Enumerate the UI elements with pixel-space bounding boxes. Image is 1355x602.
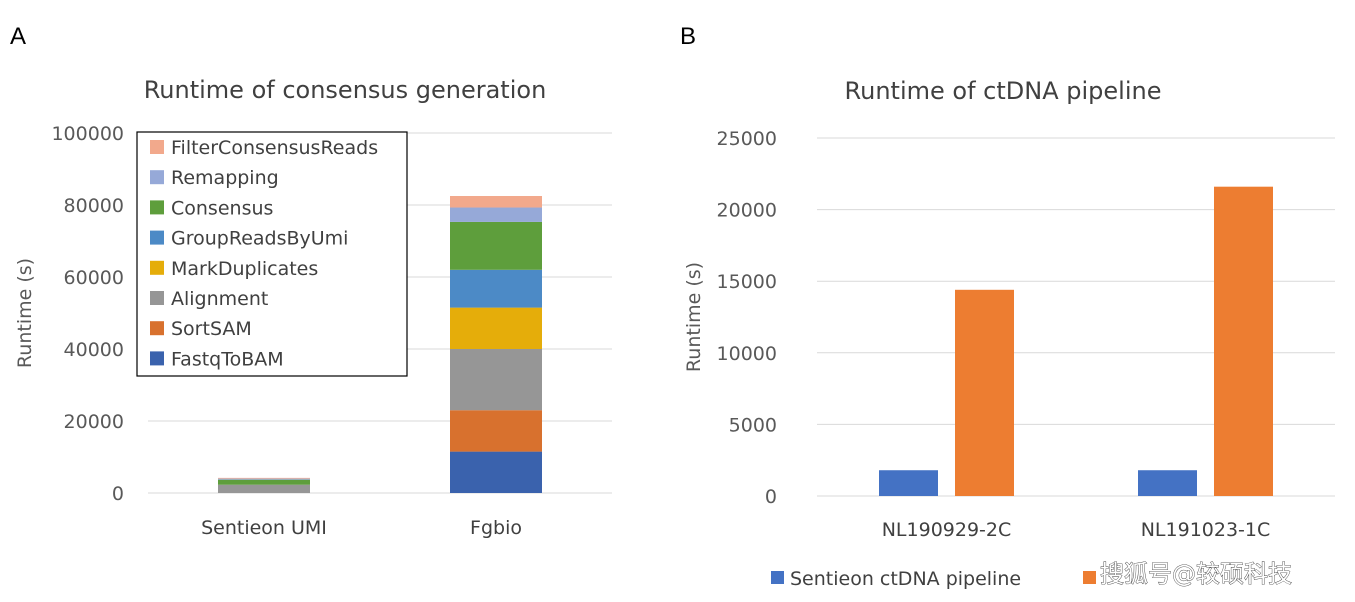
y-tick-label: 25000 — [717, 128, 777, 150]
bar-segment — [450, 221, 542, 270]
bar-segment — [450, 207, 542, 222]
bar — [955, 289, 1014, 496]
bar-segment — [218, 484, 310, 493]
bar-segment — [450, 349, 542, 411]
legend-entry: Alignment — [171, 288, 268, 310]
chart-a: Runtime of consensus generation 0 20000 400… — [14, 76, 612, 539]
x-category-label: NL190929-2C — [882, 519, 1012, 541]
bar-segment — [450, 307, 542, 349]
bar-segment — [218, 478, 310, 480]
legend-entry: GroupReadsByUmi — [171, 228, 348, 250]
chart-a-title: Runtime of consensus generation — [144, 76, 547, 104]
y-tick-label: 15000 — [717, 271, 777, 293]
legend-entry: Sentieon ctDNA pipeline — [790, 568, 1021, 590]
x-category-label: NL191023-1C — [1141, 519, 1271, 541]
y-tick-label: 40000 — [64, 339, 124, 361]
y-tick-label: 5000 — [729, 414, 777, 436]
bar-segment — [450, 410, 542, 452]
legend-swatch — [150, 230, 164, 245]
panel-b-letter: B — [680, 23, 696, 50]
y-tick-label: 20000 — [717, 200, 777, 222]
y-tick-label: 60000 — [64, 267, 124, 289]
legend-swatch — [150, 170, 164, 185]
x-category-label: Fgbio — [470, 517, 522, 539]
legend-entry: SortSAM — [171, 318, 252, 340]
bar-segment — [450, 196, 542, 208]
chart-b: Runtime of ctDNA pipeline 0 5000 10000 15000… — [683, 77, 1335, 590]
legend-entry: MarkDuplicates — [171, 258, 318, 280]
legend-swatch — [1083, 571, 1096, 584]
bar-segment — [450, 269, 542, 308]
legend-swatch — [150, 140, 164, 154]
x-category-label: Sentieon UMI — [201, 517, 327, 539]
legend-swatch — [150, 200, 164, 215]
legend-swatch — [771, 571, 784, 584]
y-tick-label: 80000 — [64, 195, 124, 217]
y-tick-label: 100000 — [51, 123, 124, 145]
legend-entry: Consensus — [171, 197, 273, 219]
legend-entry: FilterConsensusReads — [171, 137, 378, 159]
y-tick-label: 0 — [112, 483, 124, 505]
legend-swatch — [150, 351, 164, 366]
panel-a-letter: A — [10, 23, 26, 50]
bar-segment — [450, 451, 542, 493]
legend-entry: Remapping — [171, 167, 279, 189]
legend-entry: FastqToBAM — [171, 348, 284, 370]
y-axis-label: Runtime (s) — [683, 262, 705, 372]
bar — [1214, 186, 1273, 497]
bar-segment — [218, 477, 310, 479]
y-tick-label: 20000 — [64, 411, 124, 433]
legend-swatch — [150, 260, 164, 275]
bar-segment — [218, 479, 310, 485]
y-tick-label: 0 — [765, 486, 777, 508]
chart-b-title: Runtime of ctDNA pipeline — [845, 77, 1162, 105]
y-axis-label: Runtime (s) — [14, 258, 36, 368]
legend-box — [136, 131, 408, 377]
y-tick-label: 10000 — [717, 343, 777, 365]
bar — [1138, 470, 1197, 496]
legend-swatch — [150, 321, 164, 336]
watermark-text: 搜狐号@较硕科技 — [1100, 560, 1292, 588]
bar — [879, 470, 938, 496]
legend-swatch — [150, 291, 164, 305]
